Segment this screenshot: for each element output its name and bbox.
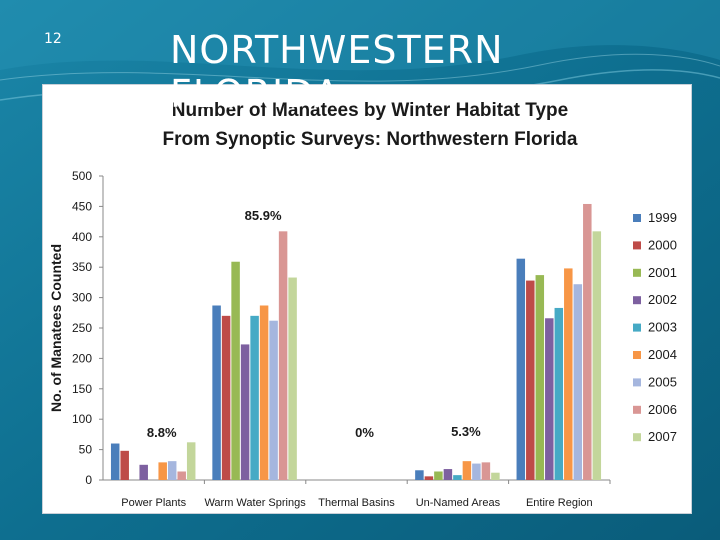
slide-number: 12 xyxy=(44,31,62,47)
x-tick-label: Warm Water Springs xyxy=(204,497,306,509)
y-tick-label: 450 xyxy=(72,199,92,213)
bar-2006 xyxy=(177,471,186,480)
percent-annotation: 85.9% xyxy=(245,208,282,223)
bar-2002 xyxy=(139,464,148,480)
legend-label-2004: 2004 xyxy=(648,347,677,362)
bar-2004 xyxy=(564,268,573,480)
bar-2001 xyxy=(231,261,240,480)
bar-2003 xyxy=(250,315,259,480)
x-tick-label: Thermal Basins xyxy=(318,497,395,509)
legend-label-2000: 2000 xyxy=(648,237,677,252)
legend-label-2006: 2006 xyxy=(648,402,677,417)
bar-2005 xyxy=(573,284,583,480)
y-tick-label: 500 xyxy=(72,169,92,183)
legend-swatch-2003 xyxy=(633,323,641,332)
legend-swatch-2006 xyxy=(633,405,641,414)
y-tick-label: 300 xyxy=(72,291,92,305)
bar-2000 xyxy=(120,450,129,480)
y-tick-label: 0 xyxy=(85,473,92,487)
legend-label-1999: 1999 xyxy=(648,210,677,225)
x-tick-label: Entire Region xyxy=(526,497,593,509)
bar-2000 xyxy=(526,280,535,480)
bar-2006 xyxy=(481,462,491,480)
bar-2006 xyxy=(278,231,288,480)
bar-1999 xyxy=(415,470,424,480)
y-tick-label: 50 xyxy=(79,443,93,457)
legend-label-2007: 2007 xyxy=(648,429,677,444)
legend-swatch-2007 xyxy=(633,433,641,442)
bar-2007 xyxy=(186,442,196,480)
chart-subtitle: From Synoptic Surveys: Northwestern Flor… xyxy=(163,129,578,150)
legend-label-2001: 2001 xyxy=(648,265,677,280)
percent-annotation: 5.3% xyxy=(451,424,481,439)
bar-2001 xyxy=(434,471,443,480)
legend-label-2005: 2005 xyxy=(648,374,677,389)
legend-swatch-2002 xyxy=(633,296,641,305)
y-tick-label: 400 xyxy=(72,230,92,244)
legend-swatch-2005 xyxy=(633,378,641,387)
bar-2007 xyxy=(491,472,500,480)
bar-2006 xyxy=(583,203,592,480)
y-tick-label: 150 xyxy=(72,382,92,396)
bar-1999 xyxy=(516,258,526,480)
legend-swatch-2001 xyxy=(633,268,641,277)
legend-swatch-2004 xyxy=(633,351,641,359)
bar-2000 xyxy=(424,476,434,480)
percent-annotation: 0% xyxy=(355,425,374,440)
x-tick-label: Un-Named Areas xyxy=(416,497,501,509)
legend-swatch-1999 xyxy=(633,214,641,222)
bar-1999 xyxy=(110,443,120,480)
y-axis-label: No. of Manatees Counted xyxy=(48,244,64,412)
bar-2002 xyxy=(545,318,554,480)
legend-label-2003: 2003 xyxy=(648,320,677,335)
bar-2005 xyxy=(472,463,481,480)
y-tick-label: 200 xyxy=(72,351,92,365)
bar-2005 xyxy=(167,461,177,480)
bar-2003 xyxy=(554,307,564,480)
y-tick-label: 100 xyxy=(72,412,92,426)
bar-2002 xyxy=(443,469,453,480)
bar-2004 xyxy=(462,461,472,480)
bar-2007 xyxy=(592,231,602,480)
bar-2007 xyxy=(288,277,297,480)
chart-title: Number of Manatees by Winter Habitat Typ… xyxy=(172,100,568,121)
legend-label-2002: 2002 xyxy=(648,292,677,307)
bar-2004 xyxy=(158,462,167,480)
bar-2001 xyxy=(535,275,545,480)
bar-2002 xyxy=(240,344,250,480)
y-tick-label: 350 xyxy=(72,260,92,274)
percent-annotation: 8.8% xyxy=(147,425,177,440)
slide-title: NORTHWESTERN FLORIDA xyxy=(170,28,504,116)
bar-2000 xyxy=(221,315,231,480)
legend-swatch-2000 xyxy=(633,241,641,250)
bar-2003 xyxy=(453,475,462,480)
y-tick-label: 250 xyxy=(72,321,92,335)
bar-2005 xyxy=(269,320,278,480)
bar-2004 xyxy=(259,305,269,480)
bar-1999 xyxy=(212,305,221,480)
x-tick-label: Power Plants xyxy=(121,497,186,509)
